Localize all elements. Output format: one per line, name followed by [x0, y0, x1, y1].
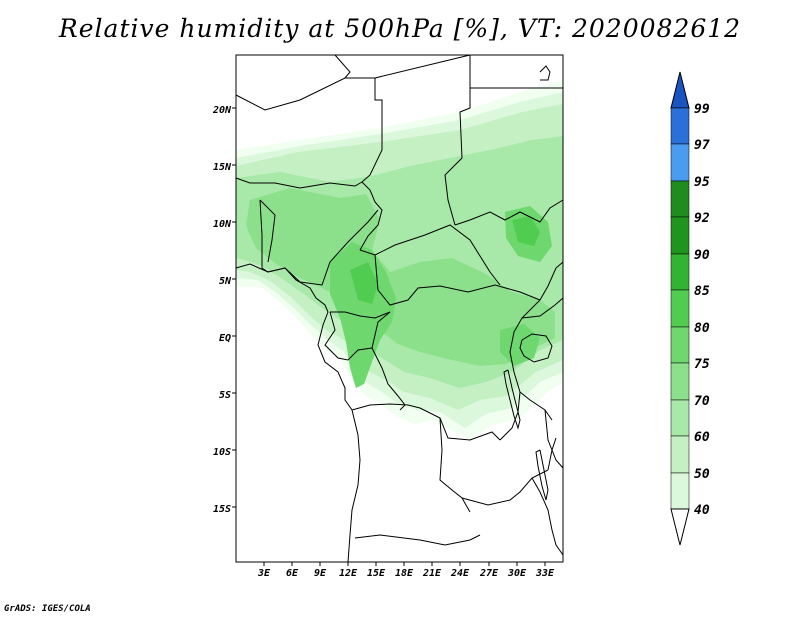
humidity-band-80: [330, 242, 396, 388]
colorbar-max-arrow: [670, 71, 690, 109]
colorbar: 99 97 95 92 90 85 80 75 70 60 50 40: [670, 71, 710, 546]
lon-tick-marks: [263, 562, 546, 566]
colorbar-band-60-70: [670, 399, 690, 437]
lat-label-15s: 15S: [213, 504, 231, 515]
plot-frame: [235, 54, 564, 563]
colorbar-label-99: 99: [694, 102, 710, 117]
map-title: Relative humidity at 500hPa [%], VT: 202…: [58, 14, 742, 43]
lat-label-5n: 5N: [219, 276, 232, 287]
colorbar-band-70-75: [670, 362, 690, 401]
lon-label-3e: 3E: [257, 568, 271, 579]
lat-label-20n: 20N: [212, 105, 232, 116]
humidity-field: [236, 80, 563, 440]
lon-label-33e: 33E: [535, 568, 555, 579]
colorbar-label-92: 92: [694, 211, 710, 226]
lat-tick-marks: [232, 107, 236, 508]
colorbar-band-50-60: [670, 435, 690, 474]
colorbar-label-97: 97: [694, 138, 710, 153]
lon-label-6e: 6E: [286, 568, 299, 579]
lon-label-12e: 12E: [339, 568, 358, 579]
lat-label-10n: 10N: [213, 219, 232, 230]
lon-label-30e: 30E: [507, 568, 527, 579]
colorbar-label-50: 50: [694, 467, 710, 482]
lon-label-9e: 9E: [314, 568, 327, 579]
colorbar-band-92-95: [670, 180, 690, 218]
humidity-band-75: [246, 188, 555, 366]
colorbar-band-97-99: [670, 107, 690, 145]
country-boundaries: [235, 54, 564, 563]
lon-label-21e: 21E: [422, 568, 442, 579]
lat-label-eq: EQ: [219, 333, 231, 344]
colorbar-band-80-85: [670, 289, 690, 328]
colorbar-band-95-97: [670, 143, 690, 182]
colorbar-band-75-80: [670, 326, 690, 364]
colorbar-min-arrow: [670, 508, 690, 546]
lon-label-24e: 24E: [450, 568, 470, 579]
lon-label-18e: 18E: [395, 568, 414, 579]
lat-label-10s: 10S: [213, 447, 231, 458]
colorbar-label-95: 95: [694, 175, 710, 190]
colorbar-label-40: 40: [694, 503, 710, 518]
lat-label-5s: 5S: [219, 390, 231, 401]
lat-label-15n: 15N: [213, 162, 232, 173]
colorbar-band-90-92: [670, 216, 690, 255]
colorbar-label-90: 90: [694, 248, 710, 263]
humidity-band-85b: [350, 262, 378, 304]
colorbar-band-40-50: [670, 472, 690, 510]
colorbar-label-60: 60: [694, 430, 710, 445]
colorbar-label-85: 85: [694, 284, 710, 299]
lon-label-15e: 15E: [367, 568, 386, 579]
lon-label-27e: 27E: [479, 568, 499, 579]
colorbar-label-75: 75: [694, 357, 710, 372]
footer-credit: GrADS: IGES/COLA: [4, 604, 91, 614]
colorbar-band-85-90: [670, 253, 690, 291]
humidity-band-85: [512, 216, 540, 246]
colorbar-label-80: 80: [694, 321, 710, 336]
humidity-band-80c: [500, 324, 540, 366]
colorbar-label-70: 70: [694, 394, 710, 409]
